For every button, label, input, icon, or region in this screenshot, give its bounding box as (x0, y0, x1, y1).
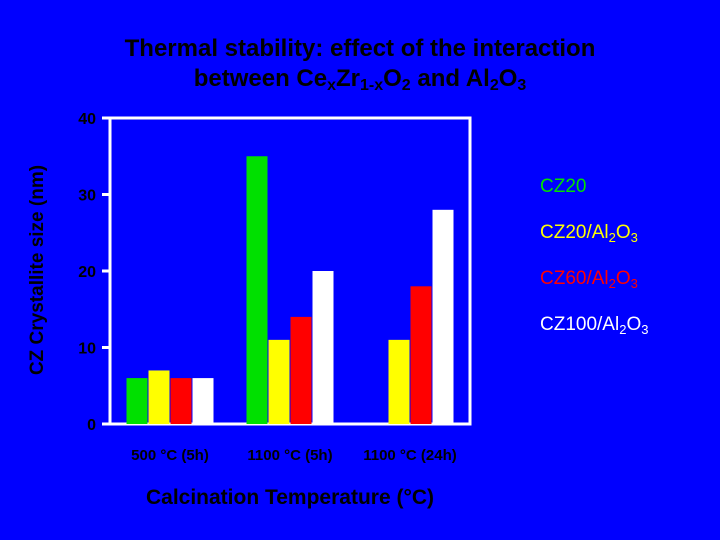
legend-item-cz20-al2o3: CZ20/Al2O3 (540, 222, 638, 245)
y-tick-label: 40 (78, 111, 96, 128)
legend-item-cz20: CZ20 (540, 176, 587, 197)
y-tick-label: 20 (78, 264, 96, 281)
bar (192, 378, 214, 424)
plot-area: 0 10 20 30 40 500 °C (5h) 1100 °C (5h) 1100 °C … (78, 111, 472, 464)
bar (246, 156, 268, 424)
y-tick-label: 0 (87, 417, 96, 434)
bar (268, 339, 290, 424)
bar (126, 378, 148, 424)
title-line-1: Thermal stability: effect of the interac… (124, 35, 596, 62)
title-line-2: between CexZr1-xO2 and Al2O3 (193, 65, 527, 94)
plot-frame (108, 116, 472, 426)
x-tick-label: 1100 °C (5h) (247, 447, 332, 464)
legend-item-cz60-al2o3: CZ60/Al2O3 (540, 268, 638, 291)
bar (432, 209, 454, 424)
y-tick-label: 30 (78, 188, 96, 205)
y-tick-label: 10 (78, 341, 96, 358)
legend: CZ20 CZ20/Al2O3 CZ60/Al2O3 CZ100/Al2O3 (540, 176, 648, 360)
x-tick-label: 1100 °C (24h) (363, 447, 457, 464)
bar (290, 316, 312, 424)
chart-title: Thermal stability: effect of the interac… (40, 34, 680, 94)
x-axis-label: Calcination Temperature (°C) (145, 486, 435, 509)
bar (388, 339, 410, 424)
bar (312, 271, 334, 424)
legend-item-cz100-al2o3: CZ100/Al2O3 (540, 314, 649, 337)
bar (170, 378, 192, 424)
bar (148, 370, 170, 424)
x-tick-label: 500 °C (5h) (131, 447, 209, 464)
bar (410, 286, 432, 424)
